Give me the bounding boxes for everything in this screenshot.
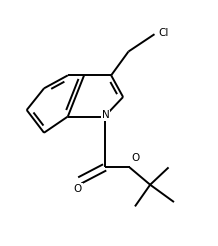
Text: N: N [102,110,110,121]
Text: O: O [131,153,140,163]
Text: Cl: Cl [158,28,169,38]
Text: O: O [73,184,82,194]
